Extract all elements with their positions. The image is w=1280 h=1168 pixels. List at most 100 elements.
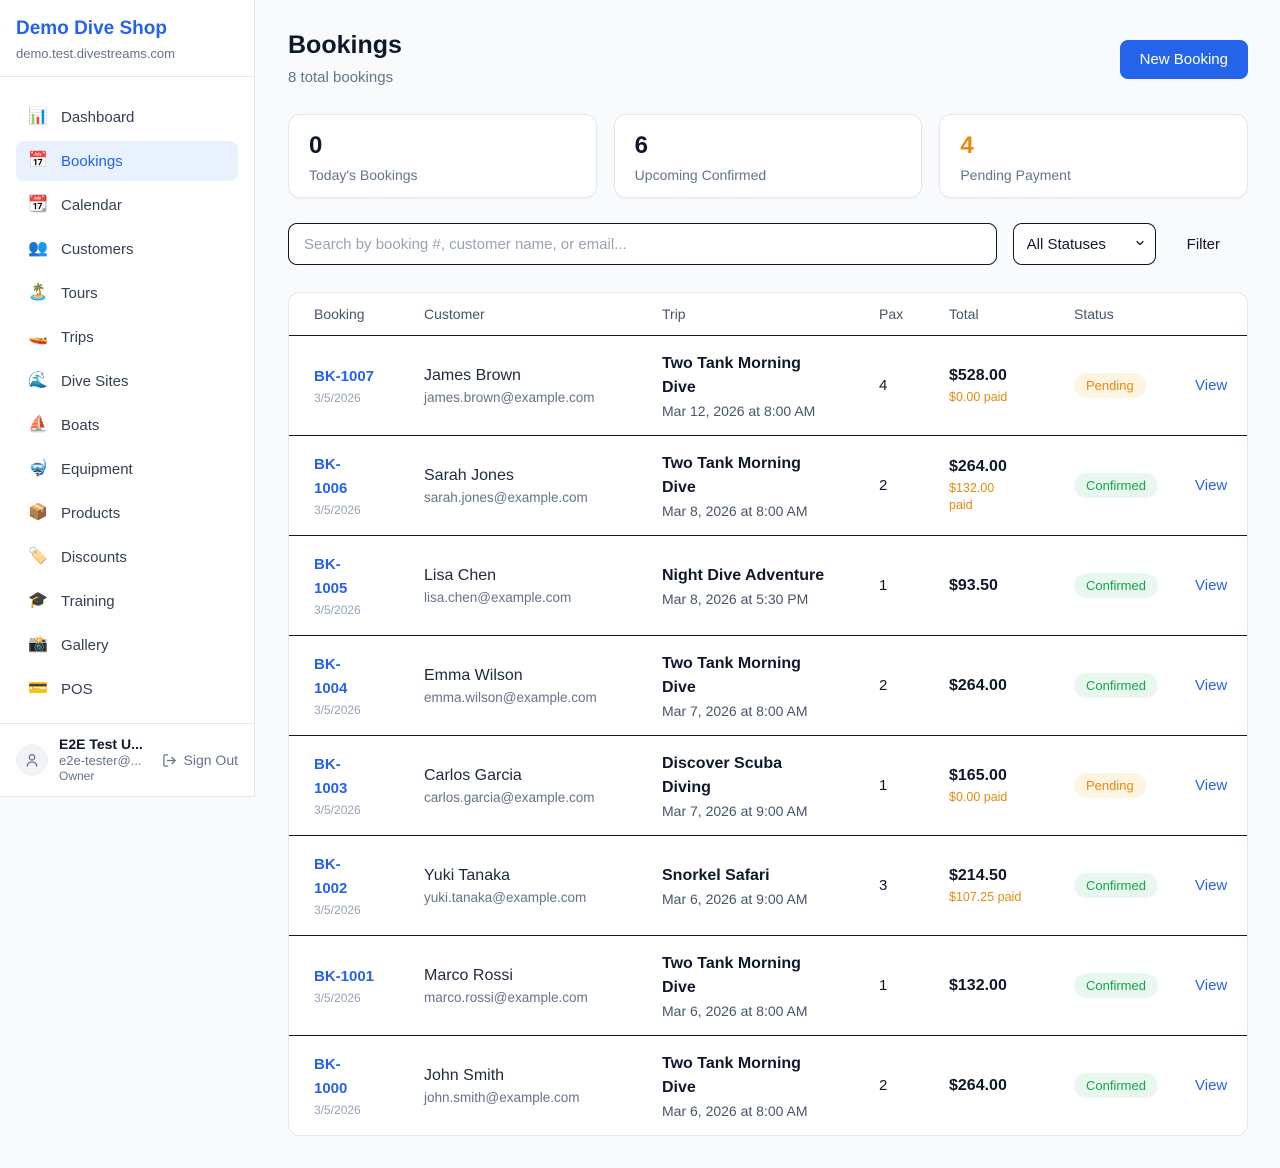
- booking-id-link[interactable]: BK- 1006: [314, 456, 348, 497]
- booking-id-link[interactable]: BK- 1000: [314, 1056, 348, 1098]
- sidebar-item-trips[interactable]: 🚤 Trips: [28, 328, 94, 346]
- booking-date: 3/5/2026: [314, 903, 361, 917]
- paid-amount: $0.00 paid: [949, 789, 1008, 804]
- customers-icon: 👥: [28, 240, 48, 257]
- booking-id-link[interactable]: BK- 1005: [314, 556, 348, 597]
- view-link[interactable]: View: [1195, 376, 1228, 394]
- booking-id-link[interactable]: BK- 1002: [314, 856, 348, 897]
- booking-date: 3/5/2026: [314, 391, 361, 405]
- column-header-booking: Booking: [289, 293, 424, 336]
- bookings-table-card: Booking Customer Trip Pax Total Status B…: [288, 292, 1248, 1136]
- sidebar-item-gallery[interactable]: 📸 Gallery: [28, 636, 109, 654]
- customer-email: james.brown@example.com: [424, 390, 595, 405]
- page-header: Bookings 8 total bookings New Booking: [288, 30, 1248, 86]
- total-amount: $264.00: [949, 458, 1007, 475]
- status-badge: Confirmed: [1074, 672, 1158, 698]
- pax-value: 4: [879, 335, 949, 436]
- column-header-customer: Customer: [424, 293, 662, 336]
- customer-email: sarah.jones@example.com: [424, 490, 588, 505]
- sidebar-item-customers[interactable]: 👥 Customers: [28, 240, 134, 258]
- sidebar-item-products[interactable]: 📦 Products: [28, 504, 121, 522]
- customer-name: Marco Rossi: [424, 967, 513, 984]
- user-name: E2E Test U...: [59, 736, 143, 752]
- brand-name: Demo Dive Shop: [16, 18, 167, 39]
- sidebar-nav: 📊 Dashboard 📅 Bookings 📆 Calendar 👥 Cust…: [0, 77, 254, 723]
- user-icon: [26, 754, 38, 767]
- bookings-icon: 📅: [28, 152, 48, 169]
- table-row: BK- 1000 3/5/2026 John Smith john.smith@…: [289, 1035, 1247, 1135]
- view-link[interactable]: View: [1195, 676, 1228, 694]
- view-link[interactable]: View: [1195, 776, 1228, 794]
- bookings-table-body: BK-1007 3/5/2026 James Brown james.brown…: [289, 335, 1247, 1135]
- total-amount: $528.00: [949, 366, 1007, 384]
- sidebar-item-bookings[interactable]: 📅 Bookings: [16, 141, 238, 181]
- table-header-row: Booking Customer Trip Pax Total Status: [289, 293, 1247, 336]
- bookings-table: Booking Customer Trip Pax Total Status B…: [289, 293, 1247, 1135]
- booking-id-link[interactable]: BK-1007: [314, 368, 375, 385]
- trip-datetime: Mar 6, 2026 at 9:00 AM: [662, 890, 808, 907]
- filter-button[interactable]: Filter: [1156, 236, 1248, 253]
- booking-date: 3/5/2026: [314, 803, 361, 817]
- view-link[interactable]: View: [1195, 1076, 1228, 1094]
- trip-name: Discover Scuba Diving: [662, 754, 783, 796]
- new-booking-button[interactable]: New Booking: [1119, 40, 1248, 79]
- customer-name: John Smith: [424, 1067, 505, 1085]
- trip-datetime: Mar 6, 2026 at 8:00 AM: [662, 1002, 808, 1019]
- sidebar-item-boats[interactable]: ⛵ Boats: [28, 416, 100, 434]
- booking-date: 3/5/2026: [314, 991, 361, 1005]
- user-email: e2e-tester@...: [59, 753, 142, 768]
- user-section: E2E Test U... e2e-tester@... Owner Sign …: [0, 723, 254, 796]
- column-header-status: Status: [1074, 293, 1195, 336]
- customer-email: lisa.chen@example.com: [424, 590, 572, 605]
- customer-name: Emma Wilson: [424, 667, 523, 684]
- column-header-total: Total: [949, 293, 1074, 336]
- customer-email: emma.wilson@example.com: [424, 690, 597, 705]
- booking-date: 3/5/2026: [314, 603, 361, 617]
- sidebar-item-dashboard[interactable]: 📊 Dashboard: [28, 108, 135, 126]
- total-amount: $165.00: [949, 766, 1007, 784]
- total-amount: $214.50: [949, 866, 1007, 884]
- sidebar-item-discounts[interactable]: 🏷️ Discounts: [28, 548, 127, 566]
- dashboard-icon: 📊: [28, 108, 48, 125]
- table-row: BK-1001 3/5/2026 Marco Rossi marco.rossi…: [289, 935, 1247, 1036]
- customer-email: john.smith@example.com: [424, 1090, 580, 1106]
- total-amount: $264.00: [949, 676, 1007, 694]
- sidebar-item-pos[interactable]: 💳 POS: [28, 680, 93, 698]
- view-link[interactable]: View: [1195, 576, 1228, 594]
- brand-domain: demo.test.divestreams.com: [16, 46, 175, 61]
- column-header-pax: Pax: [879, 293, 949, 336]
- table-row: BK- 1003 3/5/2026 Carlos Garcia carlos.g…: [289, 735, 1247, 836]
- booking-id-link[interactable]: BK-1001: [314, 968, 375, 985]
- search-input[interactable]: [288, 223, 997, 265]
- sidebar-item-tours[interactable]: 🏝️ Tours: [28, 284, 98, 302]
- total-amount: $93.50: [949, 576, 998, 594]
- view-link[interactable]: View: [1195, 976, 1228, 994]
- sidebar: Demo Dive Shop demo.test.divestreams.com…: [0, 0, 255, 797]
- booking-date: 3/5/2026: [314, 503, 361, 517]
- trips-icon: 🚤: [28, 328, 48, 345]
- customer-name: James Brown: [424, 367, 521, 384]
- sign-out-button[interactable]: Sign Out: [162, 752, 238, 768]
- view-link[interactable]: View: [1195, 476, 1228, 494]
- customer-email: carlos.garcia@example.com: [424, 790, 595, 805]
- booking-id-link[interactable]: BK- 1003: [314, 756, 348, 797]
- column-header-trip: Trip: [662, 293, 879, 336]
- status-select[interactable]: All Statuses: [1012, 223, 1156, 265]
- customer-name: Yuki Tanaka: [424, 867, 510, 884]
- paid-amount: $132.00 paid: [949, 481, 995, 512]
- trip-datetime: Mar 8, 2026 at 8:00 AM: [662, 502, 808, 519]
- pos-icon: 💳: [28, 680, 48, 697]
- column-header-actions: [1195, 293, 1247, 336]
- sidebar-item-training[interactable]: 🎓 Training: [28, 592, 115, 610]
- avatar: [16, 744, 48, 776]
- boats-icon: ⛵: [28, 416, 48, 433]
- sidebar-item-equipment[interactable]: 🤿 Equipment: [28, 460, 133, 478]
- booking-id-link[interactable]: BK- 1004: [314, 656, 348, 697]
- sidebar-item-calendar[interactable]: 📆 Calendar: [28, 196, 122, 214]
- sidebar-item-dive-sites[interactable]: 🌊 Dive Sites: [28, 372, 129, 390]
- user-role: Owner: [59, 769, 95, 783]
- customer-name: Carlos Garcia: [424, 767, 522, 784]
- trip-datetime: Mar 7, 2026 at 9:00 AM: [662, 802, 808, 819]
- paid-amount: $0.00 paid: [949, 389, 1008, 404]
- view-link[interactable]: View: [1195, 876, 1228, 894]
